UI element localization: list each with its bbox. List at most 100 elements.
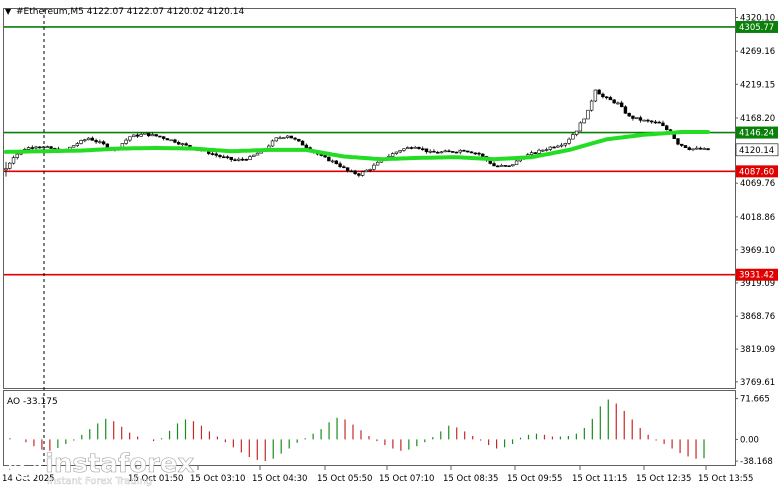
- candle-body: [79, 140, 83, 144]
- price-tick-label: 3769.61: [740, 378, 775, 388]
- candle-body: [623, 106, 628, 114]
- ao-histogram: [9, 399, 705, 462]
- candle-body: [420, 148, 425, 150]
- watermark-brand: instaforex: [45, 449, 195, 479]
- candle-body: [90, 137, 95, 141]
- ao-tick-label: -38.168: [740, 457, 773, 467]
- candle-body: [619, 102, 624, 108]
- candle-body: [646, 119, 650, 122]
- candle-body: [631, 115, 635, 119]
- candle-body: [289, 135, 294, 139]
- candle-body: [657, 121, 661, 124]
- candle-body: [101, 141, 106, 145]
- candle-body: [413, 146, 417, 149]
- candle-body: [282, 137, 286, 139]
- candle-body: [338, 163, 342, 168]
- candle-body: [563, 143, 568, 146]
- ao-tick-label: 0.00: [740, 435, 759, 445]
- candle-body: [131, 134, 136, 138]
- candle-body: [687, 147, 691, 150]
- time-axis[interactable]: 14 Oct 2025 15 Oct 01:50 15 Oct 03:10 15 Oc…: [2, 466, 753, 484]
- candle-body: [604, 96, 609, 99]
- candle-body: [210, 153, 215, 155]
- price-axis[interactable]: 4320.10 4269.16 4219.15 4168.20 4069.76 4018.…: [735, 13, 779, 388]
- candle-body: [146, 132, 151, 137]
- chart-menu-arrow-icon[interactable]: ▼: [5, 7, 12, 16]
- candle-body: [244, 159, 248, 161]
- candle-body: [529, 152, 534, 155]
- candle-body: [180, 143, 185, 145]
- candle-body: [323, 155, 327, 158]
- candle-body: [394, 151, 399, 154]
- candle-body: [608, 97, 613, 101]
- time-tick-label: 15 Oct 09:55: [507, 474, 562, 484]
- candle-body: [105, 143, 110, 148]
- candle-body: [417, 146, 421, 149]
- candle-body: [218, 155, 222, 158]
- price-tick-label: 4018.86: [740, 213, 775, 223]
- current-price-label: 4120.14: [739, 146, 774, 156]
- level-price-label: 4087.60: [739, 167, 774, 177]
- candle-body: [334, 160, 339, 165]
- price-tick-label: 3919.09: [740, 279, 775, 289]
- ao-tick-label: 71.665: [740, 395, 770, 405]
- level-price-tag: [736, 20, 778, 33]
- candle-body: [26, 147, 31, 150]
- candle-body: [30, 147, 34, 149]
- time-tick-label: 15 Oct 13:55: [698, 474, 753, 484]
- candle-body: [454, 151, 459, 154]
- price-tick-label: 4219.15: [740, 80, 775, 90]
- candle-body: [601, 93, 605, 98]
- candle-body: [49, 146, 53, 149]
- candle-body: [252, 154, 256, 157]
- candle-body: [165, 138, 170, 141]
- candle-body: [83, 139, 87, 142]
- candle-body: [503, 165, 507, 167]
- level-price-label: 4146.24: [739, 129, 774, 139]
- price-tick-label: 4269.16: [740, 47, 775, 57]
- price-tick-label: 4320.10: [740, 13, 775, 23]
- candle-body: [499, 165, 504, 167]
- candle-body: [98, 141, 102, 144]
- candle-body: [578, 122, 583, 132]
- candle-body: [405, 147, 410, 150]
- candle-body: [481, 153, 485, 157]
- candle-body: [680, 143, 684, 146]
- candle-body: [548, 146, 553, 150]
- candle-body: [541, 149, 545, 152]
- instaforex-logo: instaforex Instant Forex Trading: [8, 446, 195, 487]
- time-tick-label: 15 Oct 07:10: [379, 474, 434, 484]
- candle-body: [330, 160, 335, 163]
- instaforex-logo-inner: [14, 452, 36, 474]
- current-price-tag: [735, 143, 779, 157]
- candle-body: [661, 122, 665, 127]
- candle-body: [34, 146, 38, 149]
- candle-body: [300, 140, 305, 146]
- candle-body: [135, 134, 140, 137]
- candle-body: [544, 149, 549, 151]
- candle-body: [139, 133, 143, 137]
- candle-body: [161, 136, 166, 139]
- candle-body: [653, 121, 658, 124]
- candle-body: [372, 164, 376, 170]
- candle-body: [443, 150, 447, 153]
- candle-body: [368, 169, 372, 171]
- time-tick-label: 15 Oct 11:15: [572, 474, 627, 484]
- instaforex-logo-icon: [8, 446, 42, 480]
- candle-body: [173, 139, 177, 143]
- candle-body: [492, 163, 496, 167]
- candle-body: [278, 137, 282, 140]
- candle-body: [45, 146, 49, 148]
- candle-body: [447, 150, 451, 153]
- candle-body: [695, 147, 699, 150]
- candle-body: [11, 157, 16, 164]
- level-price-label: 4305.77: [739, 23, 774, 33]
- candle-body: [424, 148, 429, 153]
- candle-body: [71, 145, 76, 148]
- candle-body: [8, 162, 12, 169]
- candle-body: [556, 145, 560, 148]
- candle-body: [458, 150, 462, 153]
- candle-body: [665, 125, 669, 131]
